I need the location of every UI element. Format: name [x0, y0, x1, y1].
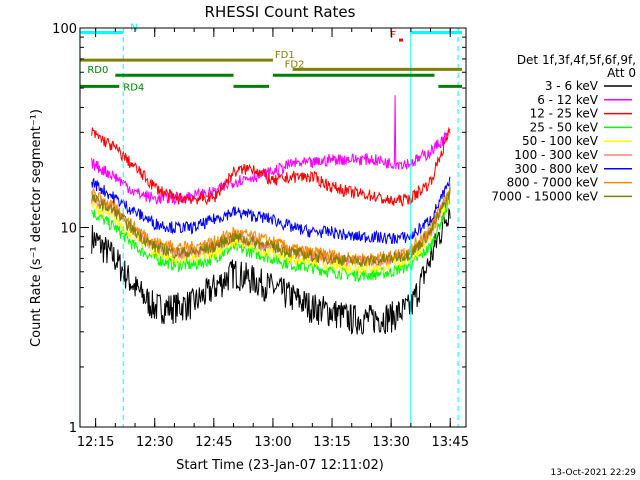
x-tick-label: 12:15 [77, 435, 114, 450]
y-axis-label: Count Rate (s⁻¹ detector segment⁻¹) [29, 109, 44, 347]
y-tick-label: 1 [69, 421, 77, 436]
series-line-3-6-kev [91, 207, 451, 335]
footer-date: 13-Oct-2021 22:29 [551, 468, 637, 478]
chart-title: RHESSI Count Rates [205, 3, 356, 21]
legend-header: Det 1f,3f,4f,5f,6f,9f, [517, 53, 636, 67]
legend-entry-800-7000-kev: 800 - 7000 keV [507, 176, 599, 190]
legend-entry-300-800-kev: 300 - 800 keV [514, 162, 598, 176]
series-line-7000-15000-kev [91, 187, 451, 268]
x-tick-label: 13:45 [432, 435, 469, 450]
legend-entry-25-50-kev: 25 - 50 keV [530, 120, 599, 134]
legend-entry-6-12-kev: 6 - 12 keV [537, 93, 599, 107]
x-axis-label: Start Time (23-Jan-07 12:11:02) [176, 458, 384, 473]
x-tick-label: 12:45 [195, 435, 232, 450]
flag-label-fd1: FD1 [275, 50, 295, 61]
x-tick-label: 13:15 [313, 435, 350, 450]
flag-label-f: F [390, 30, 396, 41]
series-line-12-25-kev [91, 126, 451, 207]
legend-header: Att 0 [607, 66, 636, 80]
legend-entry-7000-15000-kev: 7000 - 15000 keV [491, 189, 598, 203]
legend-entry-100-300-kev: 100 - 300 keV [514, 148, 598, 162]
y-tick-label: 10 [60, 222, 77, 237]
legend-entry-3-6-kev: 3 - 6 keV [545, 79, 599, 93]
series-line-6-12-kev [91, 95, 451, 205]
series-line-300-800-kev [91, 176, 451, 245]
legend-entry-50-100-kev: 50 - 100 keV [522, 134, 599, 148]
x-tick-label: 13:30 [372, 435, 409, 450]
axes: 12:15 12:30 12:45 13:00 13:15 13:30 13:45 1 10 10… [52, 22, 469, 450]
y-tick-label: 100 [52, 22, 77, 37]
flag-label-rd4: RD4 [123, 82, 144, 93]
flag-label-rd0: RD0 [87, 65, 108, 76]
x-tick-label: 13:00 [254, 435, 291, 450]
legend-entry-12-25-kev: 12 - 25 keV [530, 107, 599, 121]
series-line-25-50-kev [91, 195, 451, 283]
x-tick-label: 12:30 [136, 435, 173, 450]
flag-label-fd2: FD2 [285, 59, 305, 70]
